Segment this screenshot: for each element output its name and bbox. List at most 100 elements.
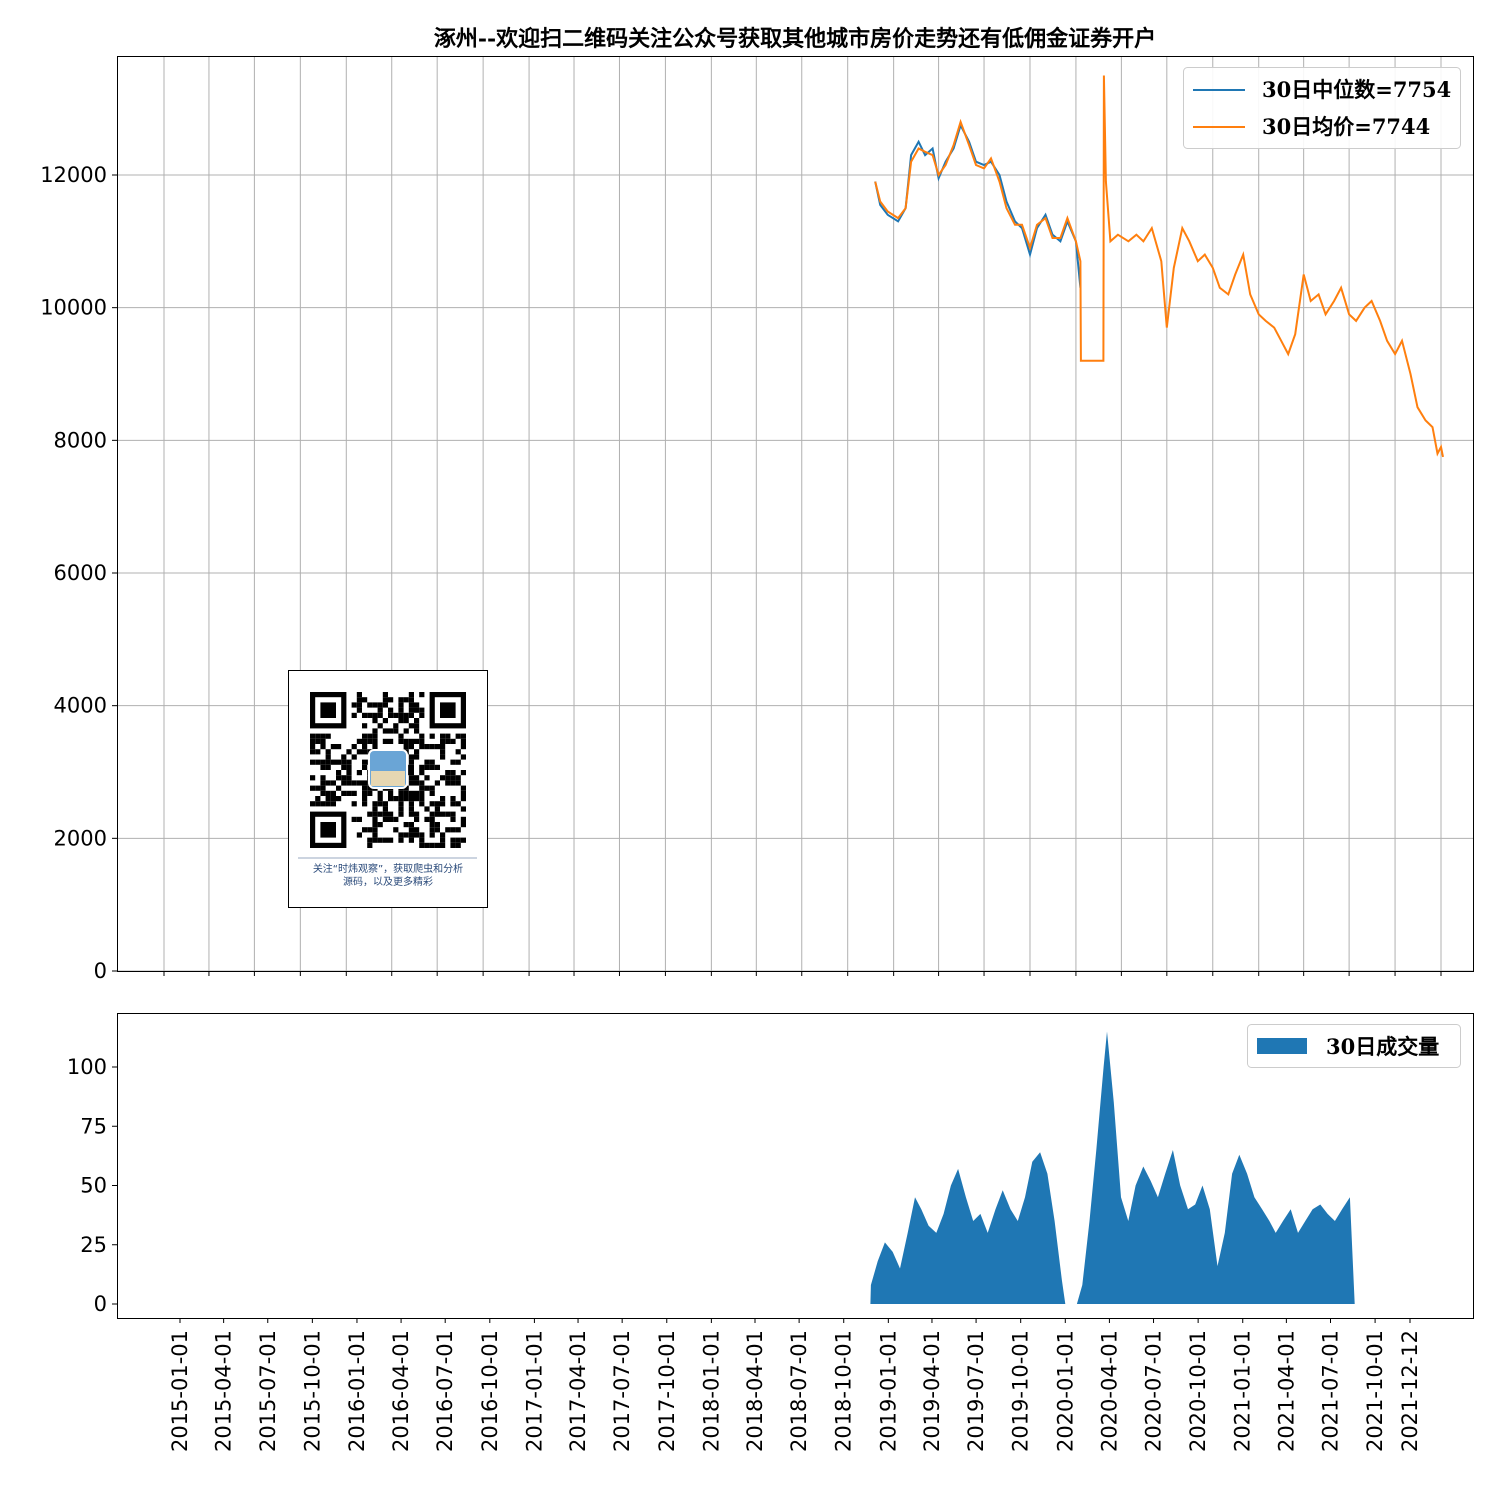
qr-module (341, 754, 347, 760)
qr-module (356, 770, 362, 776)
qr-module (382, 837, 388, 843)
qr-module (382, 697, 388, 703)
qr-module (440, 842, 446, 848)
qr-module (310, 749, 316, 755)
qr-module (330, 780, 336, 786)
qr-module (460, 785, 466, 791)
y-tick-label: 10000 (40, 296, 107, 320)
qr-module (388, 728, 394, 734)
qr-module (341, 775, 347, 781)
qr-module (310, 801, 316, 807)
qr-module (351, 754, 357, 760)
qr-module (372, 806, 378, 812)
qr-module (372, 744, 378, 750)
qr-module (414, 702, 420, 708)
qr-module (450, 796, 456, 802)
qr-module (356, 749, 362, 755)
qr-module (419, 801, 425, 807)
qr-module (455, 759, 461, 765)
x-tick-label: 2015-01-01 (168, 1330, 192, 1452)
qr-module (351, 712, 357, 718)
qr-module (455, 775, 461, 781)
qr-module (393, 723, 399, 729)
qr-module (325, 801, 331, 807)
volume-plot: 0 25 50 75 100 2015-01-01 2015-04-01 2015-07-01… (67, 1013, 1474, 1452)
qr-module (367, 738, 373, 744)
qr-module (346, 780, 352, 786)
qr-module (419, 764, 425, 770)
qr-module (393, 728, 399, 734)
y-tick-label: 50 (80, 1174, 107, 1198)
qr-module (414, 707, 420, 713)
qr-module (419, 790, 425, 796)
y-tick-label: 100 (67, 1055, 107, 1079)
qr-module (367, 733, 373, 739)
qr-avatar-sand (371, 771, 405, 786)
qr-module (320, 738, 326, 744)
qr-module (351, 790, 357, 796)
qr-module (393, 816, 399, 822)
qr-module (398, 697, 404, 703)
qr-module (388, 707, 394, 713)
x-tick-label: 2021-04-01 (1274, 1330, 1298, 1452)
qr-module (429, 759, 435, 765)
qr-module (455, 801, 461, 807)
qr-module (356, 702, 362, 708)
qr-module (367, 837, 373, 843)
qr-module (440, 744, 446, 750)
qr-module (372, 801, 378, 807)
qr-module (393, 796, 399, 802)
bottom-plot-frame (117, 1013, 1474, 1319)
qr-module (346, 749, 352, 755)
qr-module (408, 702, 414, 708)
qr-module (414, 780, 420, 786)
qr-module (372, 712, 378, 718)
qr-module (419, 832, 425, 838)
qr-module (398, 837, 404, 843)
qr-module (372, 702, 378, 708)
qr-module (398, 712, 404, 718)
qr-module (351, 801, 357, 807)
qr-module (455, 733, 461, 739)
qr-module (429, 790, 435, 796)
x-tick-label: 2018-01-01 (699, 1330, 723, 1452)
qr-module (408, 712, 414, 718)
qr-module (403, 712, 409, 718)
qr-module (445, 738, 451, 744)
qr-module (372, 728, 378, 734)
qr-module (414, 718, 420, 724)
qr-module (325, 764, 331, 770)
qr-module (346, 775, 352, 781)
qr-module (362, 827, 368, 833)
chart-title: 涿州--欢迎扫二维码关注公众号获取其他城市房价走势还有低佣金证券开户 (434, 26, 1156, 52)
qr-module (408, 692, 414, 698)
qr-module (460, 806, 466, 812)
qr-module (408, 707, 414, 713)
x-tick-label: 2021-07-01 (1319, 1330, 1343, 1452)
qr-module (419, 796, 425, 802)
qr-module (403, 790, 409, 796)
qr-module (429, 801, 435, 807)
qr-module (377, 822, 383, 828)
qr-module (408, 806, 414, 812)
qr-module (419, 770, 425, 776)
x-tick-label: 2015-07-01 (256, 1330, 280, 1452)
qr-module (310, 759, 316, 765)
qr-module (408, 780, 414, 786)
qr-module (320, 780, 326, 786)
x-tick-label: 2021-10-01 (1363, 1330, 1387, 1452)
qr-module (414, 775, 420, 781)
x-tick-label: 2021-12-12 (1398, 1330, 1422, 1452)
x-tick-label: 2019-04-01 (920, 1330, 944, 1452)
qr-module (445, 770, 451, 776)
qr-module (325, 749, 331, 755)
qr-module (388, 816, 394, 822)
qr-module (403, 832, 409, 838)
qr-module (398, 733, 404, 739)
x-tick-label: 2020-01-01 (1053, 1330, 1077, 1452)
qr-module (310, 738, 316, 744)
top-plot-frame (117, 56, 1474, 972)
qr-module (362, 801, 368, 807)
qr-module (341, 790, 347, 796)
qr-module (408, 832, 414, 838)
